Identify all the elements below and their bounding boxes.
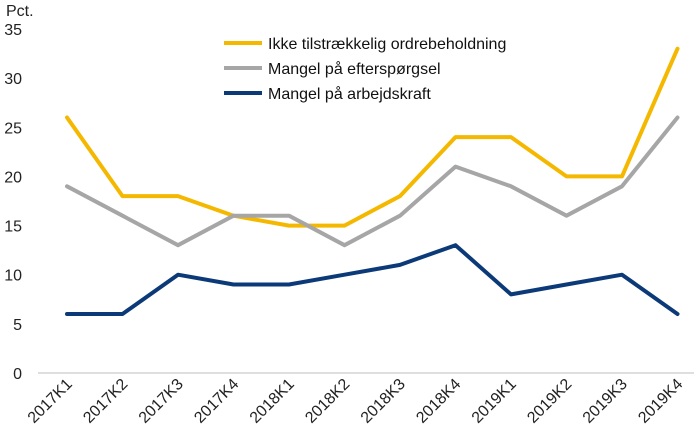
y-tick-label: 25	[4, 120, 22, 137]
legend-label: Mangel på arbejdskraft	[268, 85, 431, 103]
y-tick-label: 15	[4, 219, 22, 236]
x-tick-label: 2017K2	[80, 376, 131, 427]
x-tick-label: 2017K1	[25, 376, 76, 427]
x-tick-label: 2019K1	[469, 376, 520, 427]
y-tick-label: 30	[4, 71, 22, 88]
x-tick-label: 2017K3	[136, 376, 187, 427]
series-line-2	[65, 115, 680, 248]
x-tick-label: 2018K2	[302, 376, 353, 427]
x-tick-label: 2019K4	[635, 376, 686, 427]
x-tick-label: 2018K3	[358, 376, 409, 427]
x-tick-label: 2019K2	[524, 376, 575, 427]
x-tick-label: 2018K4	[413, 376, 464, 427]
y-tick-label: 10	[4, 268, 22, 285]
x-tick-label: 2017K4	[191, 376, 242, 427]
y-axis-unit-label: Pct.	[6, 3, 34, 20]
x-axis: 2017K1 2017K2 2017K3 2017K4 2018K1 2018K2 2018…	[25, 376, 687, 427]
y-tick-label: 35	[4, 22, 22, 39]
y-tick-label: 0	[13, 366, 22, 383]
y-tick-label: 5	[13, 317, 22, 334]
series-line-3	[65, 243, 680, 316]
y-axis: 0 5 10 15 20 25 30 35	[4, 22, 22, 383]
series-lines	[65, 46, 680, 316]
y-tick-label: 20	[4, 169, 22, 186]
x-tick-label: 2019K3	[580, 376, 631, 427]
legend-label: Mangel på efterspørgsel	[268, 60, 441, 78]
legend-label: Ikke tilstrækkelig ordrebeholdning	[268, 36, 506, 53]
legend: Ikke tilstrækkelig ordrebeholdning Mangel…	[224, 36, 506, 103]
series-line-1	[65, 46, 680, 228]
x-tick-label: 2018K1	[247, 376, 298, 427]
